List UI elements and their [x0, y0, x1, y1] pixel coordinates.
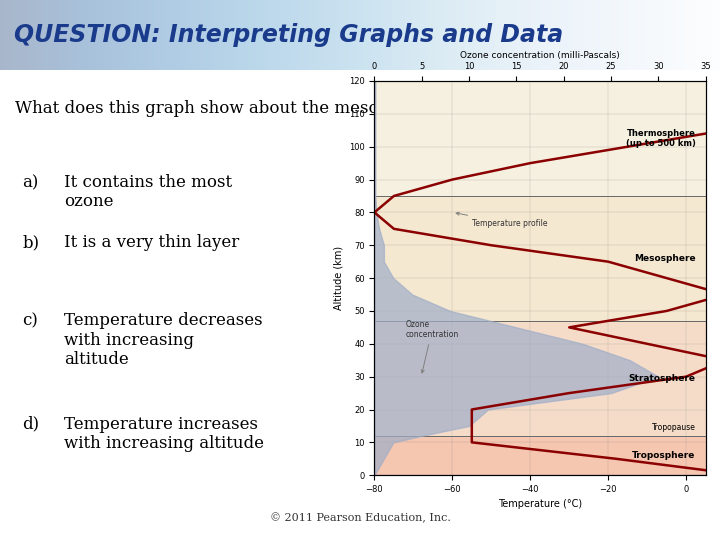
Text: a): a): [22, 174, 39, 191]
Text: Temperature profile: Temperature profile: [456, 212, 547, 227]
Text: Tropopause: Tropopause: [652, 423, 696, 433]
Text: b): b): [22, 234, 40, 251]
Text: What does this graph show about the mesosphere?: What does this graph show about the meso…: [15, 100, 445, 117]
Text: c): c): [22, 312, 38, 329]
Text: QUESTION: Interpreting Graphs and Data: QUESTION: Interpreting Graphs and Data: [14, 23, 564, 47]
Text: Ozone
concentration: Ozone concentration: [405, 320, 459, 373]
Text: It is a very thin layer: It is a very thin layer: [63, 234, 239, 251]
Bar: [374, 436, 706, 475]
Text: Mesosphere: Mesosphere: [634, 254, 696, 263]
Text: © 2011 Pearson Education, Inc.: © 2011 Pearson Education, Inc.: [269, 513, 451, 524]
Text: Troposphere: Troposphere: [632, 451, 696, 460]
Text: Stratosphere: Stratosphere: [629, 374, 696, 383]
Y-axis label: Altitude (km): Altitude (km): [333, 246, 343, 310]
Bar: [374, 321, 706, 436]
Text: d): d): [22, 416, 40, 433]
Bar: [374, 81, 706, 196]
Text: Temperature decreases
with increasing
altitude: Temperature decreases with increasing al…: [63, 312, 262, 368]
Text: Thermosphere
(up to 500 km): Thermosphere (up to 500 km): [626, 129, 696, 148]
X-axis label: Temperature (°C): Temperature (°C): [498, 500, 582, 509]
Text: Temperature increases
with increasing altitude: Temperature increases with increasing al…: [63, 416, 264, 453]
X-axis label: Ozone concentration (milli-Pascals): Ozone concentration (milli-Pascals): [460, 51, 620, 60]
Text: It contains the most
ozone: It contains the most ozone: [63, 174, 232, 211]
Bar: [374, 196, 706, 321]
